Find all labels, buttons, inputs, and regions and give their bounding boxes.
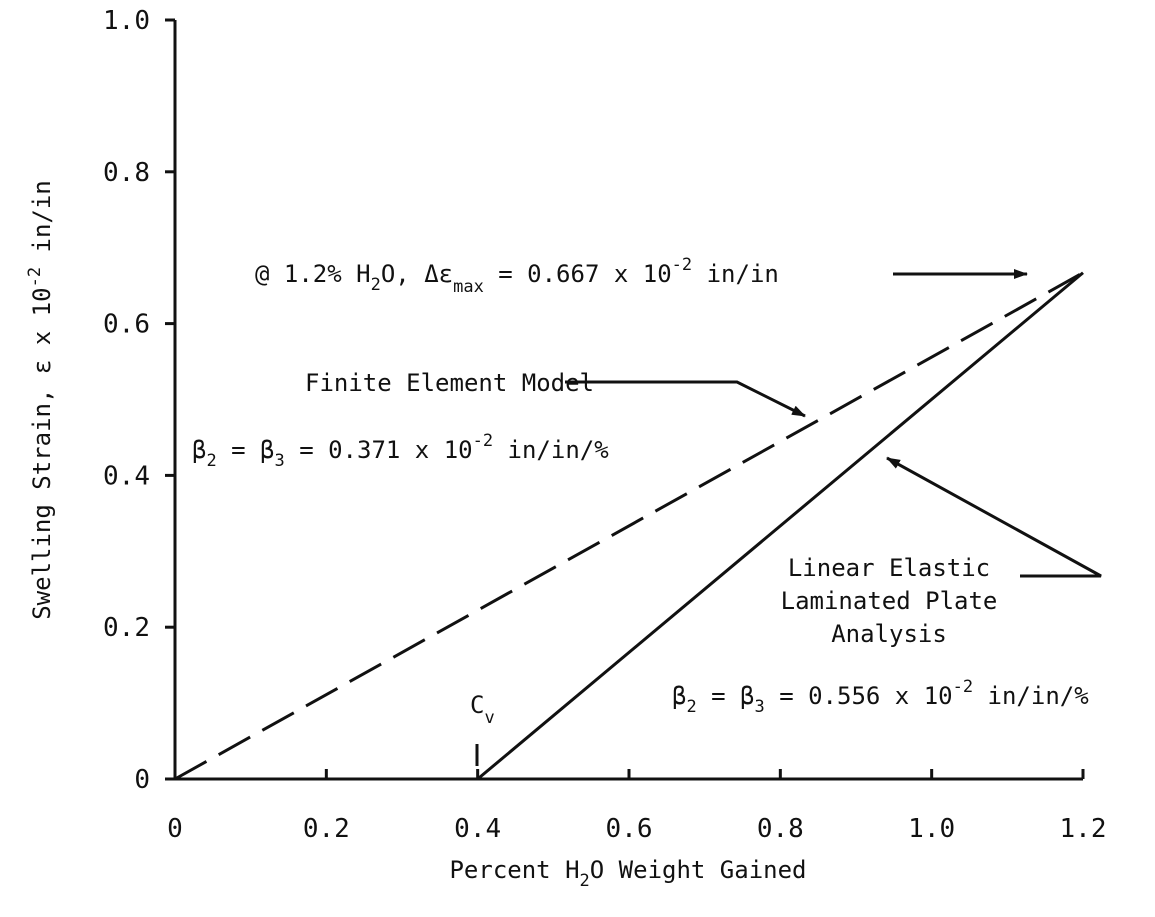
max-strain-annotation: @ 1.2% H2O, Δεmax = 0.667 x 10-2 in/in xyxy=(255,255,779,297)
x-axis-label: Percent H2O Weight Gained xyxy=(449,856,806,891)
beta-fem-annotation: β2 = β3 = 0.371 x 10-2 in/in/% xyxy=(192,431,609,471)
linear-label-line3: Analysis xyxy=(831,620,947,648)
x-tick-label: 0 xyxy=(167,814,183,844)
cv-label: Cv xyxy=(470,691,495,728)
x-tick-label: 0.4 xyxy=(454,814,501,844)
linear-arrow xyxy=(886,456,1102,578)
beta-linear-annotation: β2 = β3 = 0.556 x 10-2 in/in/% xyxy=(672,677,1089,717)
x-tick-label: 1.2 xyxy=(1060,814,1107,844)
x-tick-label: 0.6 xyxy=(606,814,653,844)
finite-element-line xyxy=(174,271,1084,781)
y-tick-label: 0 xyxy=(134,765,150,795)
x-tick-label: 0.8 xyxy=(757,814,804,844)
y-tick-label: 1.0 xyxy=(103,6,150,36)
linear-label-line2: Laminated Plate xyxy=(781,587,998,615)
y-tick-label: 0.6 xyxy=(103,310,150,340)
fem-arrow xyxy=(565,380,806,418)
y-axis-label: Swelling Strain, ε x 10-2 in/in xyxy=(25,180,56,620)
fem-label: Finite Element Model xyxy=(305,369,594,397)
x-tick-label: 0.2 xyxy=(303,814,350,844)
linear-elastic-line xyxy=(476,271,1084,781)
y-tick-label: 0.8 xyxy=(103,158,150,188)
x-tick-label: 1.0 xyxy=(908,814,955,844)
linear-label-line1: Linear Elastic xyxy=(788,554,990,582)
y-tick-label: 0.4 xyxy=(103,461,150,491)
y-tick-label: 0.2 xyxy=(103,613,150,643)
